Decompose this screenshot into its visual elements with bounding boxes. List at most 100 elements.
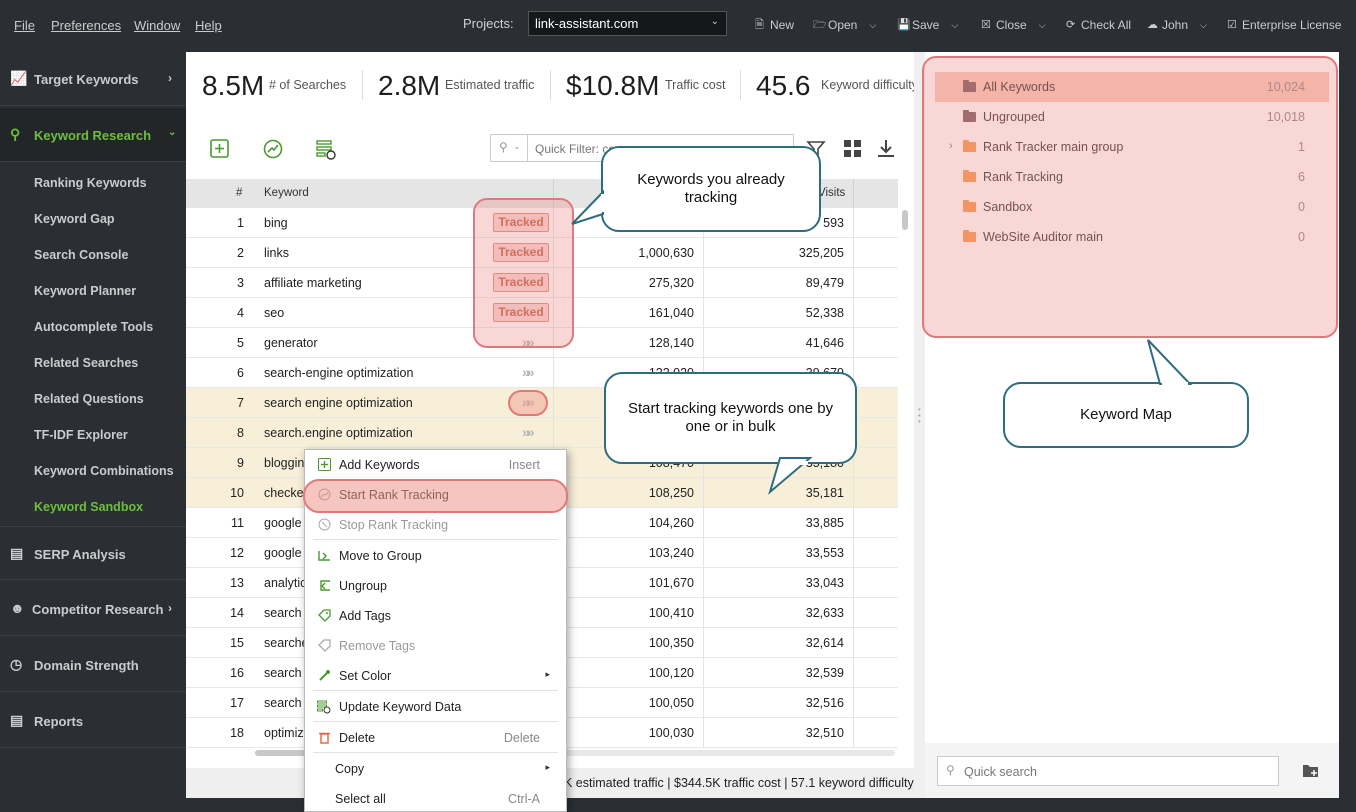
sidebar-item-target-keywords[interactable]: 📈 Target Keywords › xyxy=(0,52,186,106)
quick-search-input[interactable]: ⚲ Quick search xyxy=(937,756,1279,786)
column-header-keyword[interactable]: Keyword xyxy=(264,187,309,199)
update-data-icon[interactable] xyxy=(316,139,336,160)
chevron-down-icon: ⌄ xyxy=(168,127,177,138)
folder-icon xyxy=(963,170,976,182)
sidebar-sub-search-console[interactable]: Search Console xyxy=(34,248,129,262)
table-row[interactable]: 4 seo Tracked 161,040 52,338 xyxy=(186,298,898,328)
sidebar-sub-keyword-gap[interactable]: Keyword Gap xyxy=(34,212,115,226)
rank-tracking-icon[interactable] xyxy=(263,139,283,159)
group-item[interactable]: Rank Tracking 6 xyxy=(935,162,1329,192)
panel-splitter[interactable]: • • • xyxy=(914,52,925,798)
grid-view-icon[interactable] xyxy=(843,139,863,159)
menu-item-select-all[interactable]: Select all Ctrl-A xyxy=(305,784,566,812)
table-row[interactable]: 3 affiliate marketing Tracked 275,320 89,479 xyxy=(186,268,898,298)
start-tracking-icon[interactable]: »» xyxy=(522,394,534,410)
menu-item-set-color[interactable]: Set Color ▸ xyxy=(305,661,566,691)
table-row[interactable]: 5 generator»» 128,140 41,646 xyxy=(186,328,898,358)
group-item[interactable]: › Rank Tracker main group 1 xyxy=(935,132,1329,162)
menu-item-update-keyword-data[interactable]: Update Keyword Data xyxy=(305,692,566,722)
projects-label: Projects: xyxy=(463,16,514,31)
keyword-cell: links xyxy=(264,246,290,260)
sidebar-sub-related-searches[interactable]: Related Searches xyxy=(34,356,139,370)
vertical-scrollbar[interactable] xyxy=(898,208,912,748)
row-number: 17 xyxy=(230,696,244,710)
table-row[interactable]: 2 links Tracked 1,000,630 325,205 xyxy=(186,238,898,268)
scrollbar-thumb[interactable] xyxy=(902,210,908,230)
add-group-icon[interactable] xyxy=(1302,762,1320,778)
tracked-badge: Tracked xyxy=(493,213,549,232)
column-header-visits[interactable]: Visits xyxy=(818,187,846,199)
menu-item-label: Delete xyxy=(339,731,376,745)
sidebar-sub-related-questions[interactable]: Related Questions xyxy=(34,392,144,406)
sidebar-sub-keyword-combinations[interactable]: Keyword Combinations xyxy=(34,464,174,478)
menu-file[interactable]: File xyxy=(14,18,35,33)
keyword-cell: bing xyxy=(264,216,288,230)
scrollbar-thumb[interactable] xyxy=(255,750,305,756)
group-item[interactable]: WebSite Auditor main 0 xyxy=(935,222,1329,252)
menu-item-copy[interactable]: Copy ▸ xyxy=(305,754,566,784)
download-icon[interactable] xyxy=(876,139,896,159)
visits-cell: 41,646 xyxy=(805,336,844,350)
callout-tracked: Keywords you already tracking xyxy=(601,146,821,232)
searches-cell: 1,000,630 xyxy=(638,246,694,260)
add-keywords-icon[interactable] xyxy=(210,139,230,159)
start-tracking-icon[interactable]: »» xyxy=(522,424,534,440)
visits-cell: 32,614 xyxy=(805,636,844,650)
divider xyxy=(553,328,554,358)
open-button[interactable]: 🗁 Open ⌵ xyxy=(813,18,877,32)
menu-item-add-keywords[interactable]: Add Keywords Insert xyxy=(305,450,566,480)
submenu-arrow-icon: ▸ xyxy=(545,669,550,679)
visits-cell: 33,553 xyxy=(805,546,844,560)
menu-item-ungroup[interactable]: Ungroup xyxy=(305,571,566,601)
callout-start-tracking: Start tracking keywords one by one or in… xyxy=(604,372,857,464)
sidebar-sub-tf-idf-explorer[interactable]: TF-IDF Explorer xyxy=(34,428,128,442)
menu-item-label: Ungroup xyxy=(339,579,387,593)
keyword-cell: search xyxy=(264,606,302,620)
user-account-button[interactable]: ☁ John ⌵ xyxy=(1147,18,1207,32)
folder-icon xyxy=(963,110,976,122)
sidebar-sub-keyword-sandbox[interactable]: Keyword Sandbox xyxy=(34,500,144,514)
column-header-number[interactable]: # xyxy=(236,187,243,199)
expand-arrow-icon[interactable]: › xyxy=(949,140,953,152)
sidebar-item-competitor-research[interactable]: ☻ Competitor Research › xyxy=(0,582,186,636)
keyword-cell: seo xyxy=(264,306,285,320)
chevron-down-icon: ⌵ xyxy=(951,19,959,30)
sidebar-item-domain-strength[interactable]: ◷ Domain Strength xyxy=(0,638,186,692)
drag-handle-icon: • • • xyxy=(918,405,921,426)
menu-help[interactable]: Help xyxy=(195,18,222,33)
group-item[interactable]: All Keywords 10,024 xyxy=(935,72,1329,102)
keyword-cell: google xyxy=(264,546,302,560)
keyword-cell: search-engine optimization xyxy=(264,366,414,380)
divider xyxy=(853,538,854,568)
sidebar-sub-keyword-planner[interactable]: Keyword Planner xyxy=(34,284,137,298)
menu-item-delete[interactable]: Delete Delete xyxy=(305,723,566,753)
group-item[interactable]: Sandbox 0 xyxy=(935,192,1329,222)
group-item[interactable]: Ungrouped 10,018 xyxy=(935,102,1329,132)
close-icon: ☒ xyxy=(981,18,991,31)
sidebar-item-keyword-research[interactable]: ⚲ Keyword Research ⌄ xyxy=(0,108,186,162)
enterprise-license-button[interactable]: ☑ Enterprise License xyxy=(1227,18,1342,32)
divider xyxy=(703,688,704,718)
menu-window[interactable]: Window xyxy=(134,18,181,33)
menu-separator xyxy=(313,721,558,722)
sidebar-sub-ranking-keywords[interactable]: Ranking Keywords xyxy=(34,176,147,190)
divider xyxy=(553,238,554,268)
close-button[interactable]: ☒ Close ⌵ xyxy=(981,18,1046,32)
start-tracking-icon[interactable]: »» xyxy=(522,364,534,380)
chevron-down-icon: ⌄ xyxy=(513,141,521,151)
save-icon: 💾 xyxy=(897,18,911,31)
menu-preferences[interactable]: Preferences xyxy=(51,18,122,33)
searches-cell: 103,240 xyxy=(648,546,694,560)
sidebar-item-reports[interactable]: ▤ Reports xyxy=(0,694,186,748)
menu-item-move-to-group[interactable]: Move to Group xyxy=(305,541,566,571)
check-all-button[interactable]: ⟳ Check All xyxy=(1066,18,1132,32)
new-button[interactable]: 🗎 New xyxy=(755,18,795,32)
sidebar-sub-autocomplete-tools[interactable]: Autocomplete Tools xyxy=(34,320,154,334)
group-count: 10,018 xyxy=(1266,110,1305,124)
project-select[interactable]: link-assistant.com ⌄ xyxy=(528,11,727,36)
menu-item-add-tags[interactable]: Add Tags xyxy=(305,601,566,631)
sidebar-item-serp-analysis[interactable]: ▤ SERP Analysis xyxy=(0,526,186,580)
gauge-icon: ◷ xyxy=(10,656,23,672)
save-button[interactable]: 💾 Save ⌵ xyxy=(897,18,959,32)
horizontal-scrollbar[interactable] xyxy=(255,750,895,756)
